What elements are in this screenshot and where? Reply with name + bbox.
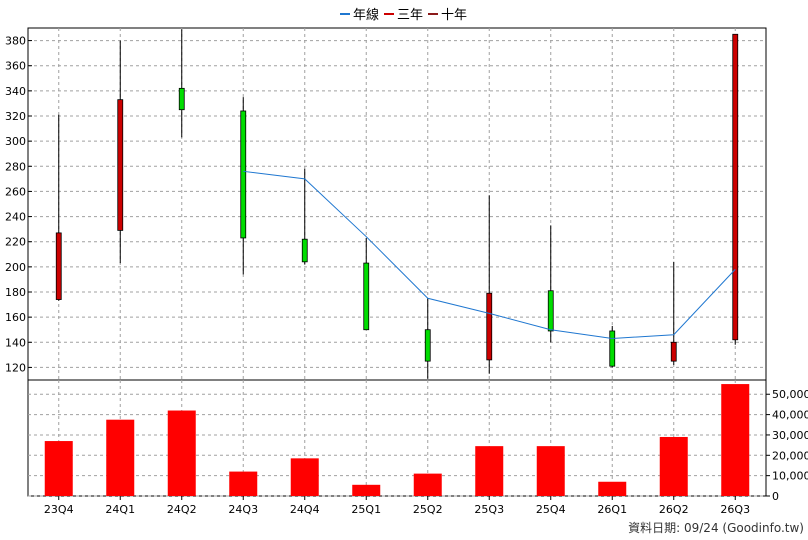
price-tick-label-9: 300 — [5, 135, 26, 148]
legend-label-1: 三年 — [397, 8, 423, 23]
volume-series — [44, 384, 750, 496]
volume-tick-label-4: 40,000 — [772, 409, 808, 422]
volume-gridlines — [28, 380, 766, 497]
volume-bar-25Q4 — [536, 446, 565, 496]
volume-bar-24Q4 — [290, 458, 319, 496]
candle-body — [240, 110, 247, 239]
x-axis: 23Q4 24Q1 24Q2 24Q3 24Q4 25Q1 25Q2 25Q3 25Q4 26Q1… — [44, 496, 750, 516]
price-tick-label-10: 320 — [5, 110, 26, 123]
price-tick-label-12: 360 — [5, 60, 26, 73]
price-panel: 120 140 160 180 200 220 240 260 280 300 320 340 360 3… — [5, 27, 767, 381]
candle-25Q1 — [363, 237, 370, 331]
price-axis: 120 140 160 180 200 220 240 260 280 300 320 340 360 3… — [5, 35, 32, 374]
candle-26Q1 — [609, 325, 616, 368]
x-tick-label-0: 23Q4 — [44, 503, 74, 516]
volume-tick-label-1: 10,000 — [772, 470, 808, 483]
volume-bar-24Q3 — [229, 471, 258, 496]
candle-24Q1 — [117, 40, 124, 264]
data-date-note: 資料日期: 09/24 (Goodinfo.tw) — [628, 521, 804, 535]
price-tick-label-8: 280 — [5, 160, 26, 173]
chart-legend: 年線 三年 十年 — [340, 7, 467, 23]
volume-bar-25Q3 — [475, 446, 504, 496]
candle-body — [547, 290, 554, 332]
x-tick-label-8: 25Q4 — [536, 503, 566, 516]
price-tick-label-4: 200 — [5, 261, 26, 274]
price-tick-label-1: 140 — [5, 336, 26, 349]
x-tick-label-11: 26Q3 — [720, 503, 750, 516]
price-tick-label-2: 160 — [5, 311, 26, 324]
volume-bar-24Q2 — [167, 410, 196, 496]
x-tick-label-2: 24Q2 — [167, 503, 197, 516]
volume-panel: 0 10,000 20,000 30,000 40,000 50,000 — [27, 379, 808, 503]
x-tick-label-10: 26Q2 — [659, 503, 689, 516]
candle-24Q3 — [240, 97, 247, 275]
price-tick-label-6: 240 — [5, 211, 26, 224]
price-tick-label-7: 260 — [5, 185, 26, 198]
candle-body — [55, 232, 62, 300]
price-panel-frame — [27, 27, 767, 381]
volume-tick-label-5: 50,000 — [772, 388, 808, 401]
volume-bar-26Q2 — [659, 436, 688, 496]
price-tick-label-11: 340 — [5, 85, 26, 98]
candle-25Q4 — [547, 225, 554, 343]
candle-25Q3 — [486, 195, 493, 374]
x-tick-label-1: 24Q1 — [105, 503, 135, 516]
price-tick-label-3: 180 — [5, 286, 26, 299]
x-tick-label-5: 25Q1 — [351, 503, 381, 516]
candle-body — [363, 262, 370, 331]
volume-axis: 0 10,000 20,000 30,000 40,000 50,000 — [766, 388, 808, 503]
candle-body — [609, 330, 616, 367]
candle-26Q3 — [732, 33, 739, 345]
x-tick-label-6: 25Q2 — [413, 503, 443, 516]
volume-tick-label-3: 30,000 — [772, 429, 808, 442]
volume-bar-25Q2 — [413, 473, 442, 496]
candle-body — [301, 238, 308, 263]
candle-body — [424, 329, 431, 362]
candle-24Q4 — [301, 168, 308, 265]
x-tick-label-9: 26Q1 — [597, 503, 627, 516]
price-tick-label-13: 380 — [5, 35, 26, 48]
volume-bar-26Q3 — [721, 384, 750, 496]
x-tick-label-7: 25Q3 — [474, 503, 504, 516]
price-tick-label-5: 220 — [5, 236, 26, 249]
candle-body — [117, 99, 124, 231]
x-tick-label-4: 24Q4 — [290, 503, 320, 516]
volume-bar-24Q1 — [106, 419, 135, 496]
candle-body — [732, 33, 739, 341]
year-line-series — [243, 170, 736, 340]
candlestick-series — [55, 29, 739, 379]
candle-body — [486, 292, 493, 361]
volume-panel-frame — [27, 379, 767, 497]
legend-label-2: 十年 — [441, 8, 467, 23]
legend-label-0: 年線 — [353, 7, 379, 23]
volume-tick-label-2: 20,000 — [772, 449, 808, 462]
candle-body — [178, 87, 185, 111]
volume-bar-23Q4 — [44, 441, 73, 496]
candle-body — [670, 341, 677, 362]
price-tick-label-0: 120 — [5, 361, 26, 374]
candle-25Q2 — [424, 298, 431, 379]
candle-23Q4 — [55, 114, 62, 301]
volume-bar-25Q1 — [352, 484, 381, 496]
x-tick-label-3: 24Q3 — [228, 503, 258, 516]
candle-26Q2 — [670, 261, 677, 365]
volume-tick-label-0: 0 — [772, 490, 779, 503]
volume-bar-26Q1 — [598, 481, 627, 496]
candle-24Q2 — [178, 29, 185, 138]
